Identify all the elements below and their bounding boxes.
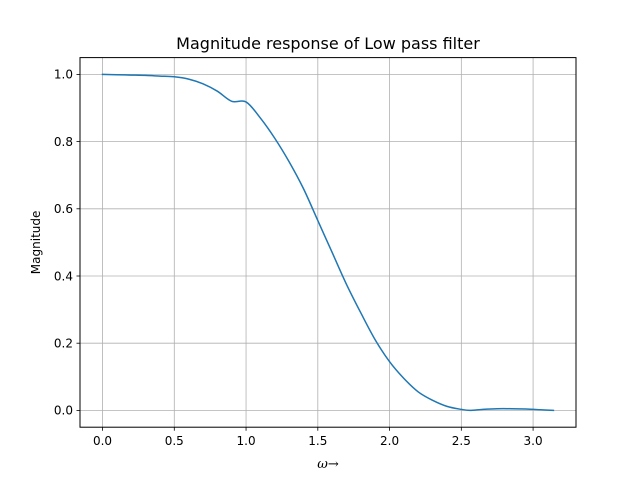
y-tick-label: 0.4 <box>54 269 73 283</box>
x-tick-label: 2.0 <box>380 434 399 448</box>
y-tick-label: 0.0 <box>54 404 73 418</box>
x-tick-label: 1.0 <box>237 434 256 448</box>
y-tick-label: 0.6 <box>54 202 73 216</box>
x-tick-label: 2.5 <box>452 434 471 448</box>
x-tick-label: 0.0 <box>93 434 112 448</box>
y-tick-label: 0.2 <box>54 337 73 351</box>
grid-lines <box>80 57 576 428</box>
x-tick-label: 1.5 <box>308 434 327 448</box>
x-tick-label: 3.0 <box>524 434 543 448</box>
chart-title: Magnitude response of Low pass filter <box>176 34 480 53</box>
x-axis-ticks: 0.0 0.5 1.0 1.5 2.0 2.5 3.0 <box>93 427 543 448</box>
y-axis-ticks: 0.0 0.2 0.4 0.6 0.8 1.0 <box>54 68 80 418</box>
y-tick-label: 0.8 <box>54 135 73 149</box>
y-tick-label: 1.0 <box>54 68 73 82</box>
x-tick-label: 0.5 <box>165 434 184 448</box>
plot-frame <box>79 57 577 428</box>
series-layer <box>101 73 555 412</box>
y-axis-label: Magnitude <box>29 211 43 275</box>
x-axis-label: ω→ <box>317 457 339 472</box>
series-line <box>101 73 555 412</box>
